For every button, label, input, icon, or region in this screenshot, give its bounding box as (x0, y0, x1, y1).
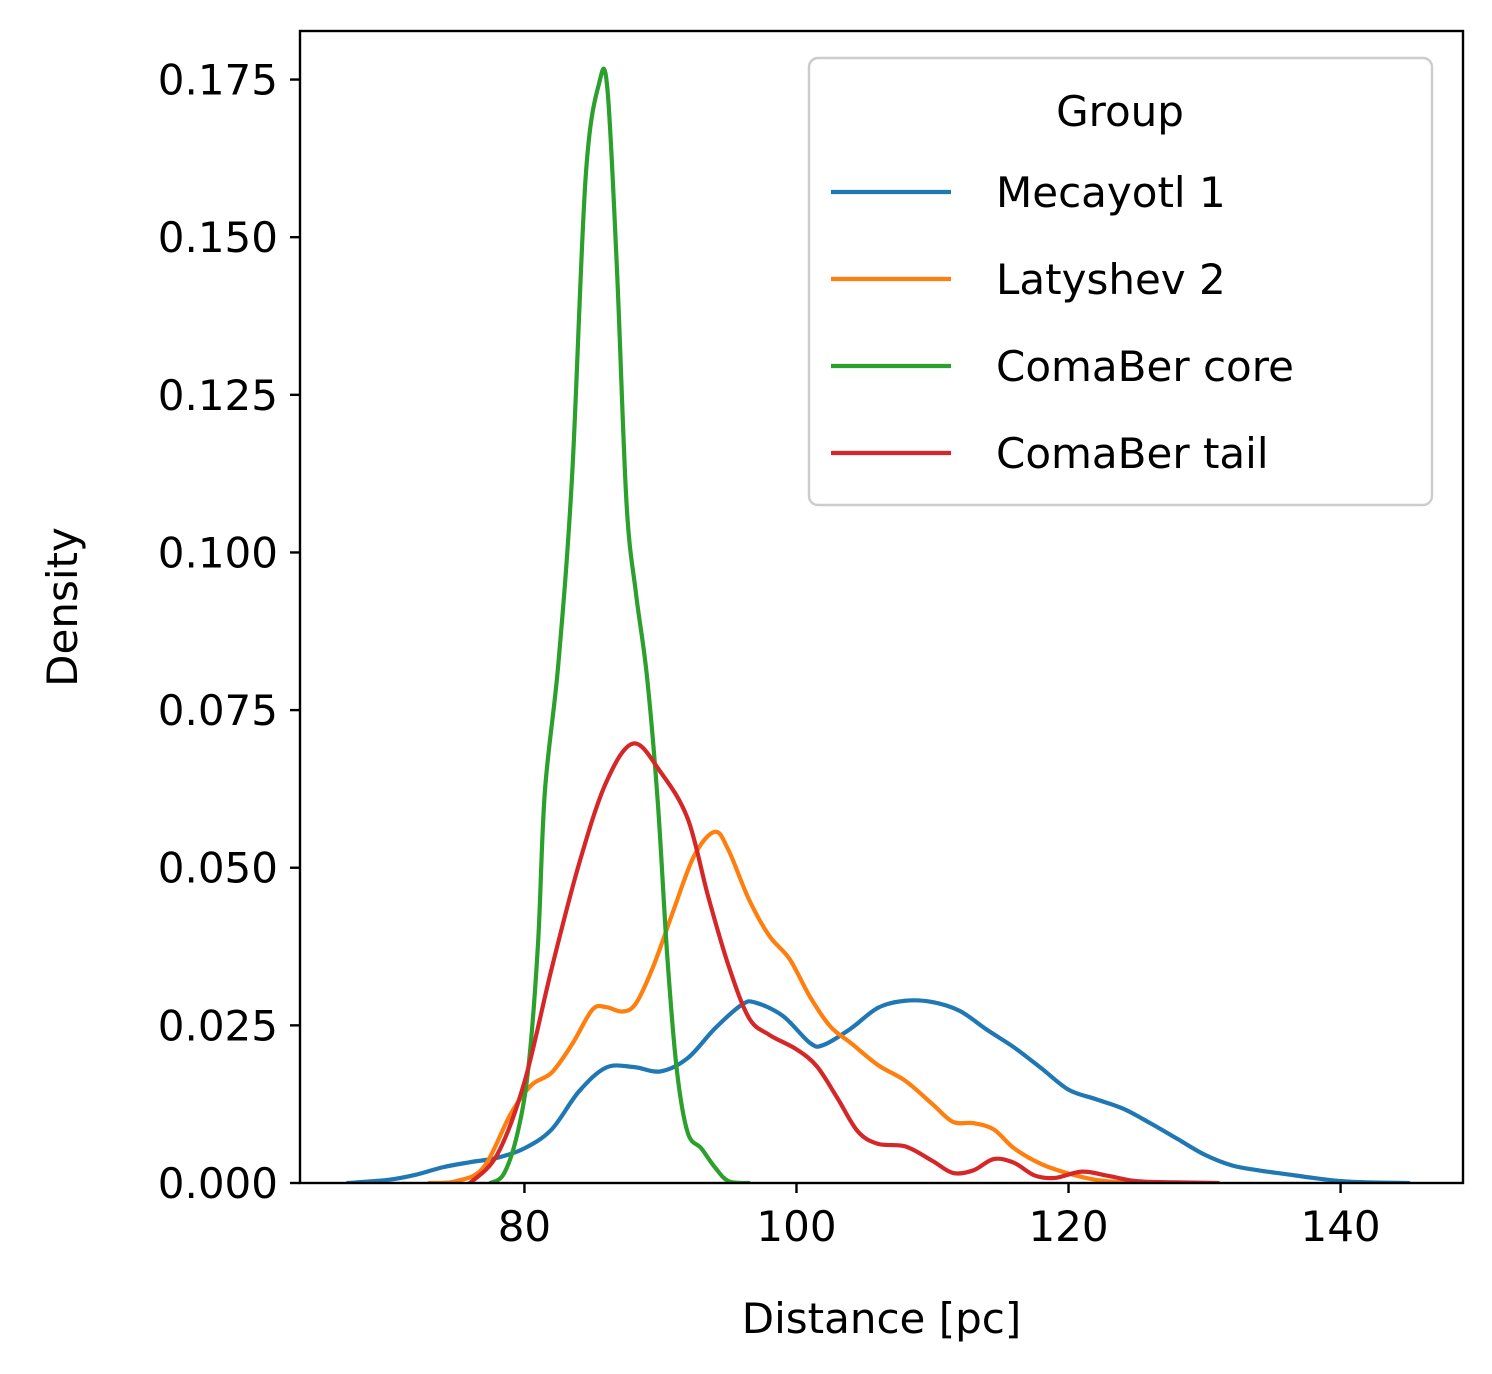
series-line-mecayotl-1 (345, 998, 1411, 1183)
y-axis-label: Density (38, 527, 87, 687)
y-tick-label: 0.175 (158, 56, 278, 105)
y-tick-label: 0.075 (158, 686, 278, 735)
legend-label-comaber-tail: ComaBer tail (996, 429, 1269, 478)
x-tick-label: 140 (1300, 1202, 1380, 1251)
legend-entries: Mecayotl 1 Latyshev 2 ComaBer core ComaBer … (831, 168, 1294, 478)
legend-box (807, 56, 1434, 507)
legend-label-mecayotl-1: Mecayotl 1 (996, 168, 1226, 217)
legend-label-latyshev-2: Latyshev 2 (996, 255, 1226, 304)
series-line-comaber-core (488, 66, 751, 1183)
x-tick-label: 120 (1028, 1202, 1108, 1251)
x-tick-label: 100 (756, 1202, 836, 1251)
legend-title: Group (1056, 87, 1184, 136)
y-axis: 0.000 0.025 0.050 0.075 0.100 0.125 0.150 0.175 (158, 56, 300, 1208)
x-tick-label: 80 (498, 1202, 551, 1251)
legend: Group Mecayotl 1 Latyshev 2 ComaBer core Co… (807, 56, 1434, 507)
y-tick-label: 0.050 (158, 844, 278, 893)
series-line-comaber-tail (467, 741, 1221, 1183)
y-tick-label: 0.150 (158, 213, 278, 262)
y-tick-label: 0.025 (158, 1001, 278, 1050)
y-tick-label: 0.100 (158, 528, 278, 577)
x-axis: 80 100 120 140 (498, 1183, 1381, 1251)
x-axis-label: Distance [pc] (742, 1294, 1022, 1343)
series-group (345, 66, 1411, 1183)
axes-frame (298, 29, 1465, 1185)
series-line-latyshev-2 (427, 829, 1153, 1183)
y-tick-label: 0.000 (158, 1159, 278, 1208)
y-tick-label: 0.125 (158, 371, 278, 420)
legend-label-comaber-core: ComaBer core (996, 342, 1294, 391)
series-lines (345, 66, 1411, 1183)
